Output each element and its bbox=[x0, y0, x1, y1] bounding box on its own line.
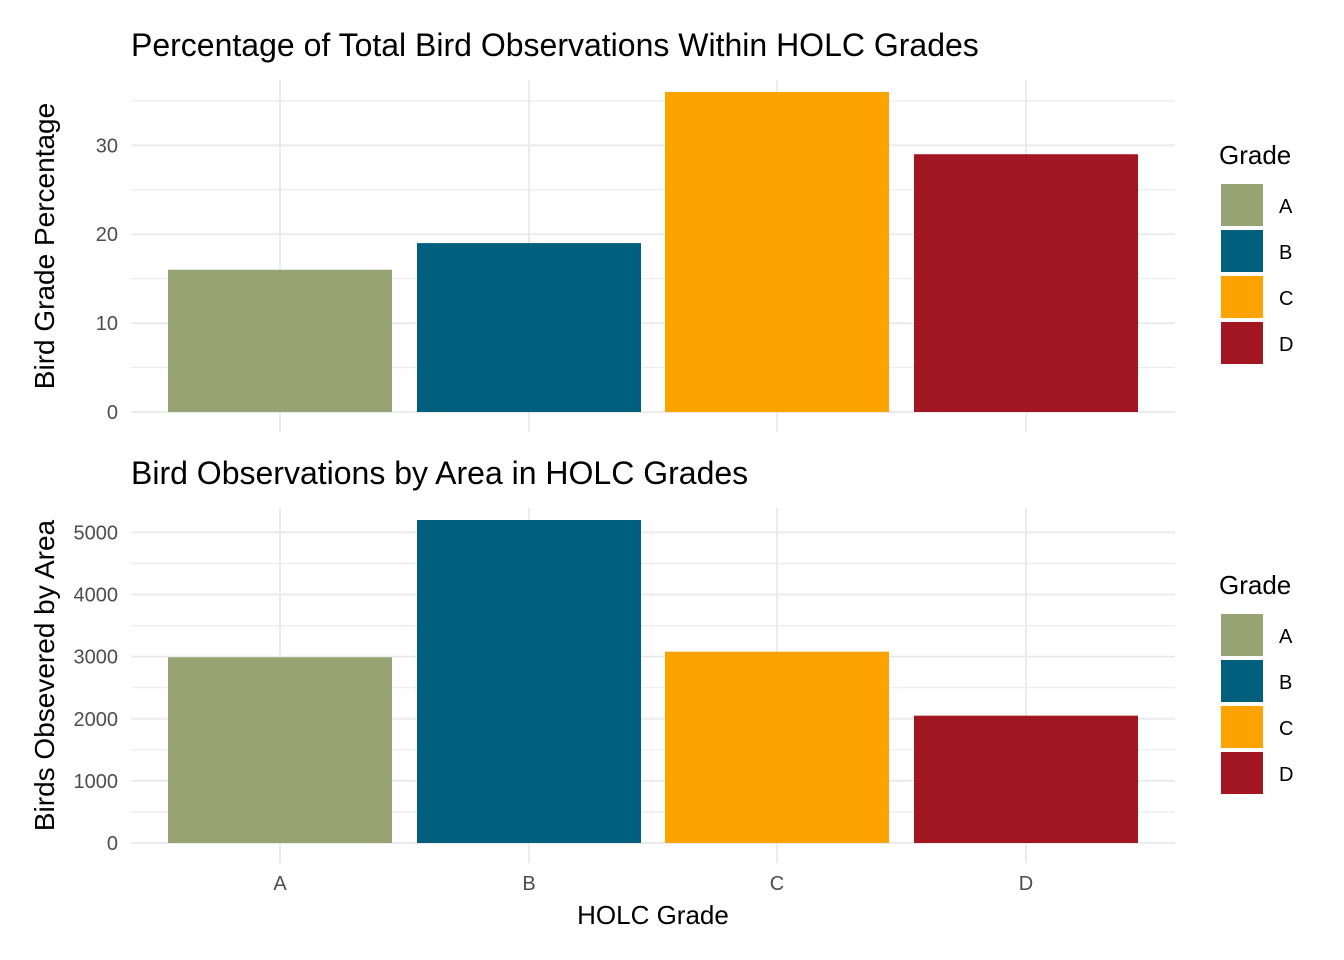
x-axis-label: HOLC Grade bbox=[577, 900, 729, 930]
legend-swatch-c bbox=[1221, 706, 1263, 748]
legend-swatch-a bbox=[1221, 184, 1263, 226]
y-tick-label: 0 bbox=[107, 402, 118, 424]
legend-swatch-a bbox=[1221, 614, 1263, 656]
y-tick-label: 5000 bbox=[74, 522, 119, 544]
legend-label: D bbox=[1279, 764, 1293, 786]
bar-c bbox=[665, 92, 889, 412]
y-tick-label: 3000 bbox=[74, 647, 119, 669]
y-axis-label: Birds Obsevered by Area bbox=[29, 519, 60, 831]
legend-swatch-d bbox=[1221, 322, 1263, 364]
bar-b bbox=[417, 243, 641, 412]
legend-swatch-c bbox=[1221, 276, 1263, 318]
y-tick-label: 20 bbox=[96, 224, 118, 246]
bar-d bbox=[914, 715, 1138, 843]
legend-label: C bbox=[1279, 718, 1293, 740]
bar-b bbox=[417, 520, 641, 843]
legend-title: Grade bbox=[1219, 140, 1291, 170]
y-tick-label: 4000 bbox=[74, 585, 119, 607]
bar-d bbox=[914, 154, 1138, 412]
bar-a bbox=[168, 657, 392, 843]
x-tick-label: D bbox=[1019, 873, 1033, 895]
legend-swatch-b bbox=[1221, 230, 1263, 272]
chart-title: Percentage of Total Bird Observations Wi… bbox=[131, 27, 979, 63]
bar-a bbox=[168, 269, 392, 412]
legend-label: B bbox=[1279, 242, 1292, 264]
legend-label: A bbox=[1279, 196, 1293, 218]
legend-title: Grade bbox=[1219, 570, 1291, 600]
y-tick-label: 1000 bbox=[74, 771, 119, 793]
legend-label: D bbox=[1279, 334, 1293, 356]
legend-label: C bbox=[1279, 288, 1293, 310]
x-tick-label: A bbox=[273, 873, 287, 895]
y-tick-label: 30 bbox=[96, 135, 118, 157]
x-tick-label: C bbox=[770, 873, 784, 895]
legend-swatch-d bbox=[1221, 752, 1263, 794]
y-tick-label: 10 bbox=[96, 313, 118, 335]
legend-swatch-b bbox=[1221, 660, 1263, 702]
y-axis-label: Bird Grade Percentage bbox=[29, 103, 60, 389]
y-tick-label: 0 bbox=[107, 833, 118, 855]
bar-c bbox=[665, 651, 889, 843]
legend-label: A bbox=[1279, 626, 1293, 648]
x-tick-label: B bbox=[522, 873, 535, 895]
y-tick-label: 2000 bbox=[74, 709, 119, 731]
chart-title: Bird Observations by Area in HOLC Grades bbox=[131, 455, 748, 491]
legend-label: B bbox=[1279, 672, 1292, 694]
